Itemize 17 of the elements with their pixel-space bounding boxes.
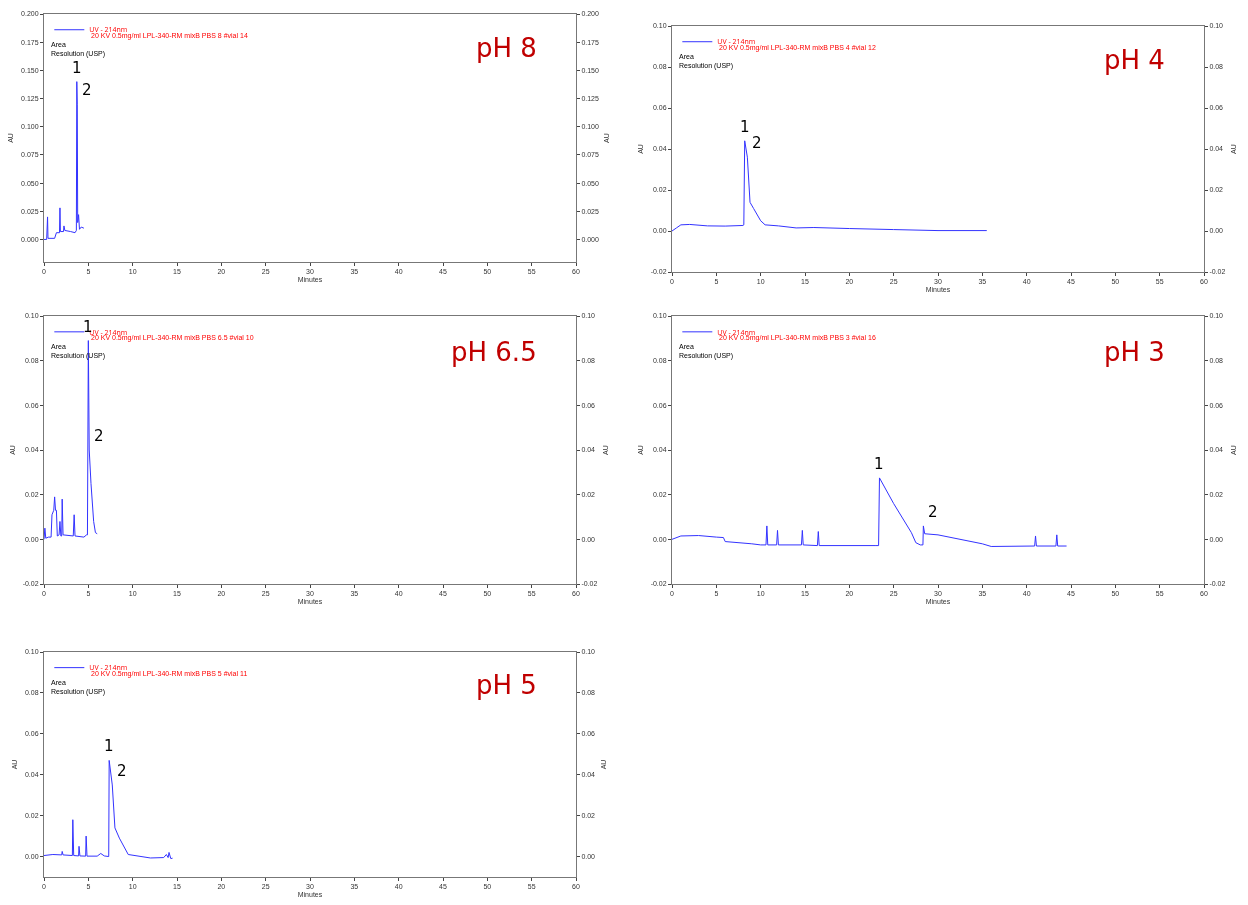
text: pH 3 <box>1104 337 1165 367</box>
text: pH 6.5 <box>451 337 537 367</box>
annotation: 2 <box>928 503 938 521</box>
annotation: 1 <box>874 455 884 473</box>
line-series <box>44 81 85 240</box>
line-series <box>44 759 174 860</box>
text: pH 5 <box>476 670 537 700</box>
text: pH 4 <box>1104 45 1165 75</box>
annotation: 1 <box>72 59 82 77</box>
line-series <box>672 477 1068 547</box>
annotation: 2 <box>117 762 127 780</box>
annotation: 1 <box>104 737 114 755</box>
text: pH 8 <box>476 33 537 63</box>
annotation: 2 <box>82 81 92 99</box>
annotation: 1 <box>740 118 750 136</box>
annotation: 2 <box>94 427 104 445</box>
annotation: 2 <box>752 134 762 152</box>
